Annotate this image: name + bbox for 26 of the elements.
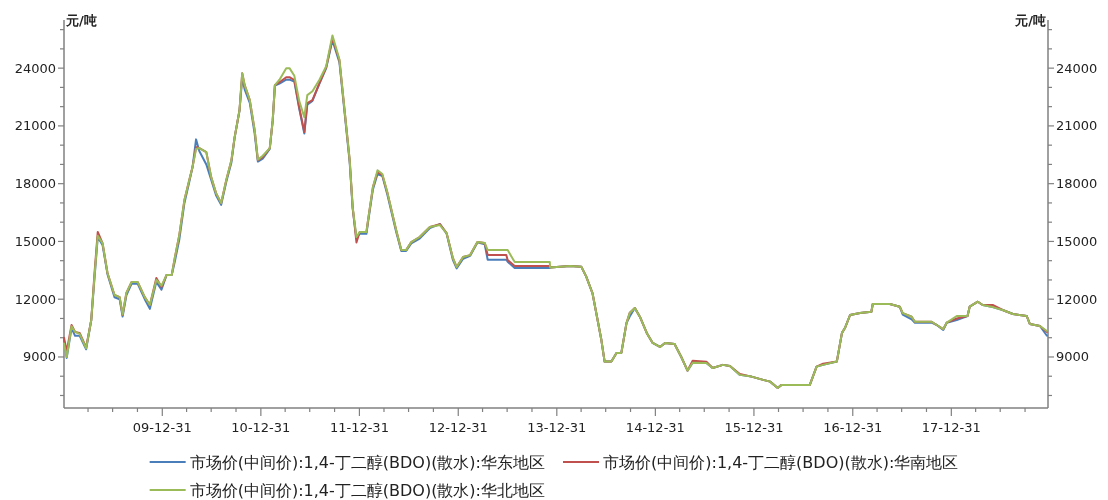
x-tick-label: 09-12-31 (132, 420, 192, 435)
x-tick-label: 15-12-31 (724, 420, 784, 435)
y-tick-label: 21000 (14, 118, 56, 134)
legend-label: 市场价(中间价):1,4-丁二醇(BDO)(散水):华北地区 (189, 481, 545, 500)
y2-tick-label: 12000 (1056, 291, 1098, 307)
y2-tick-label: 21000 (1056, 118, 1098, 134)
y-tick-label: 18000 (14, 176, 56, 192)
x-tick-label: 10-12-31 (231, 420, 291, 435)
y2-axis-title: 元/吨 (1014, 13, 1046, 28)
y2-tick-label: 24000 (1056, 60, 1098, 76)
legend-label: 市场价(中间价):1,4-丁二醇(BDO)(散水):华东地区 (189, 453, 545, 472)
y2-tick-label: 9000 (1056, 349, 1090, 365)
y-tick-label: 12000 (14, 291, 56, 307)
x-tick-label: 13-12-31 (527, 420, 587, 435)
x-tick-label: 17-12-31 (921, 420, 981, 435)
y-tick-label: 24000 (14, 60, 56, 76)
y2-tick-label: 15000 (1056, 233, 1098, 249)
x-tick-label: 12-12-31 (428, 420, 488, 435)
x-tick-label: 14-12-31 (625, 420, 685, 435)
legend-label: 市场价(中间价):1,4-丁二醇(BDO)(散水):华南地区 (603, 453, 959, 472)
x-tick-label: 16-12-31 (823, 420, 883, 435)
y-tick-label: 15000 (14, 233, 56, 249)
y-tick-label: 9000 (22, 349, 56, 365)
x-tick-label: 11-12-31 (329, 420, 389, 435)
y2-tick-label: 18000 (1056, 176, 1098, 192)
y-axis-title: 元/吨 (65, 13, 97, 28)
